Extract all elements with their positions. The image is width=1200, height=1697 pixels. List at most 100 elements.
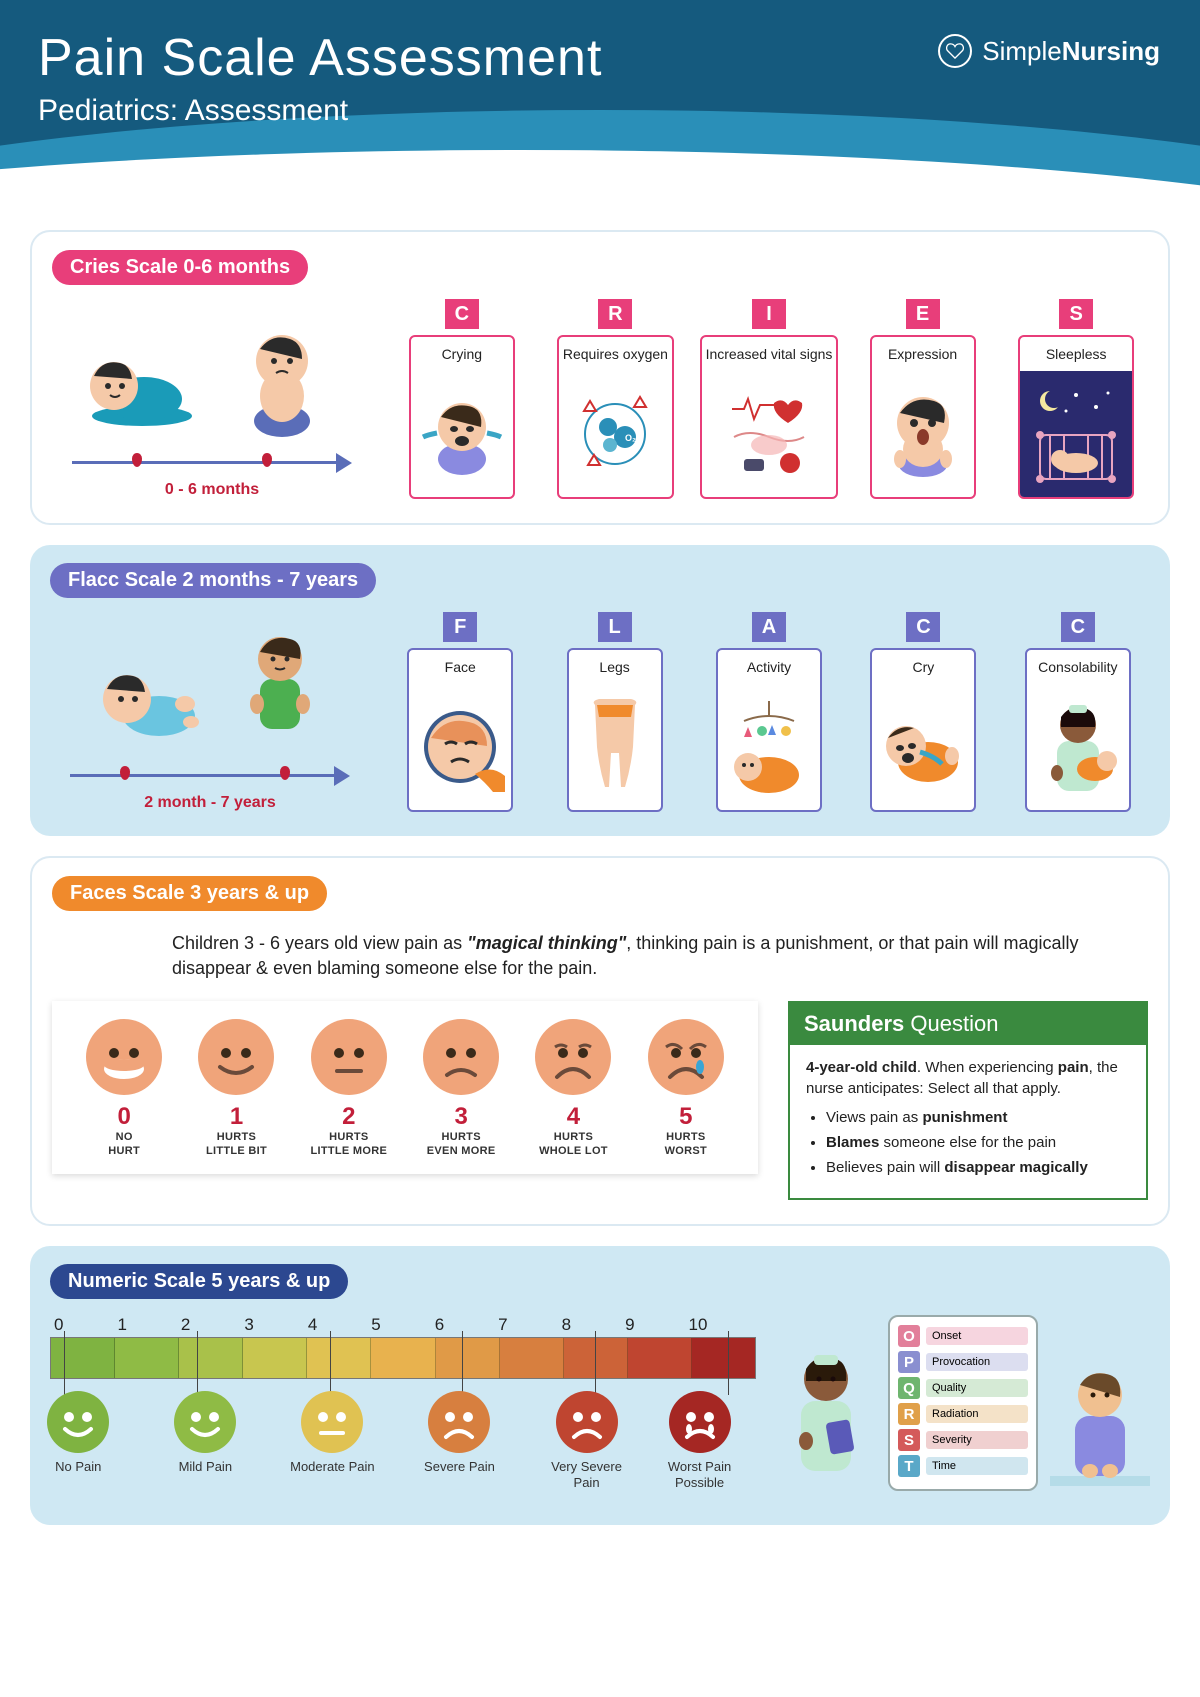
- opqrst-letter: T: [898, 1455, 920, 1477]
- numeric-face-item: Very Severe Pain: [542, 1391, 632, 1490]
- acro-label: Sleepless: [1042, 337, 1111, 371]
- numeric-side: O Onset P Provocation Q Quality R Radiation…: [776, 1315, 1150, 1491]
- saunders-bullet: Views pain as punishment: [826, 1107, 1130, 1128]
- numeric-face-label: Worst Pain Possible: [655, 1459, 745, 1490]
- face-scale-item: 4 HURTSWHOLE LOT: [521, 1019, 625, 1157]
- face-number: 4: [521, 1103, 625, 1131]
- numeric-segment: [179, 1338, 243, 1378]
- faces-badge: Faces Scale 3 years & up: [52, 876, 327, 911]
- acro-letter: I: [752, 299, 786, 329]
- content: Cries Scale 0-6 months: [0, 230, 1200, 1575]
- acro-letter: C: [445, 299, 479, 329]
- svg-text:O₂: O₂: [625, 433, 636, 443]
- acro-label: Expression: [884, 337, 961, 371]
- numeric-face-icon: [669, 1391, 731, 1453]
- face-number: 1: [184, 1103, 288, 1131]
- acro-letter: R: [598, 299, 632, 329]
- acro-label: Increased vital signs: [702, 337, 837, 371]
- numeric-card: Numeric Scale 5 years & up 012345678910 …: [30, 1246, 1170, 1525]
- face-label: NOHURT: [72, 1131, 176, 1157]
- opqrst-label: Radiation: [926, 1405, 1028, 1423]
- acro-illustration: O₂: [559, 371, 672, 497]
- saunders-body: 4-year-old child. When experiencing pain…: [790, 1045, 1146, 1198]
- opqrst-row: O Onset: [898, 1325, 1028, 1347]
- cries-card: Cries Scale 0-6 months: [30, 230, 1170, 525]
- opqrst-row: S Severity: [898, 1429, 1028, 1451]
- cries-item: E Expression: [851, 301, 995, 499]
- numeric-face-label: Moderate Pain: [287, 1459, 377, 1475]
- numeric-segment: [436, 1338, 500, 1378]
- cries-age-label: 0 - 6 months: [165, 481, 259, 499]
- numeric-tick: 5: [371, 1315, 434, 1335]
- numeric-tick: 6: [435, 1315, 498, 1335]
- numeric-scale: 012345678910 No Pain Mild Pain Moderate …: [50, 1315, 756, 1501]
- cries-illustration: 0 - 6 months: [52, 301, 372, 499]
- acro-letter: F: [443, 612, 477, 642]
- numeric-face-item: Mild Pain: [160, 1391, 250, 1475]
- acro-illustration: [411, 371, 513, 497]
- cries-item: I Increased vital signs: [697, 301, 841, 499]
- face-scale-item: 3 HURTSEVEN MORE: [409, 1019, 513, 1157]
- opqrst-row: R Radiation: [898, 1403, 1028, 1425]
- saunders-title: Saunders Question: [790, 1003, 1146, 1045]
- numeric-face-label: Mild Pain: [160, 1459, 250, 1475]
- acro-letter: A: [752, 612, 786, 642]
- acro-label: Legs: [595, 650, 633, 684]
- opqrst-label: Quality: [926, 1379, 1028, 1397]
- opqrst-row: T Time: [898, 1455, 1028, 1477]
- flacc-illustration: 2 month - 7 years: [50, 614, 370, 812]
- face-scale-item: 0 NOHURT: [72, 1019, 176, 1157]
- faces-card: Faces Scale 3 years & up Children 3 - 6 …: [30, 856, 1170, 1226]
- face-number: 0: [72, 1103, 176, 1131]
- numeric-face-icon: [47, 1391, 109, 1453]
- acro-illustration: [569, 684, 661, 810]
- numeric-face-icon: [174, 1391, 236, 1453]
- saunders-bullet: Believes pain will disappear magically: [826, 1157, 1130, 1178]
- opqrst-row: P Provocation: [898, 1351, 1028, 1373]
- acro-illustration: [1027, 684, 1129, 810]
- opqrst-letter: Q: [898, 1377, 920, 1399]
- opqrst-label: Severity: [926, 1431, 1028, 1449]
- brand-text-2: Nursing: [1062, 36, 1160, 66]
- age-arrow: [72, 449, 352, 477]
- heart-icon: [938, 34, 972, 68]
- numeric-tick: 0: [54, 1315, 117, 1335]
- acro-illustration: [702, 371, 837, 497]
- opqrst-label: Time: [926, 1457, 1028, 1475]
- numeric-segment: [692, 1338, 755, 1378]
- acro-letter: S: [1059, 299, 1093, 329]
- acro-label: Activity: [743, 650, 795, 684]
- flacc-card: Flacc Scale 2 months - 7 years: [30, 545, 1170, 836]
- brand-logo: SimpleNursing: [938, 34, 1160, 68]
- opqrst-letter: R: [898, 1403, 920, 1425]
- face-icon: [535, 1019, 611, 1095]
- numeric-face-label: Very Severe Pain: [542, 1459, 632, 1490]
- numeric-tick: 9: [625, 1315, 688, 1335]
- face-icon: [198, 1019, 274, 1095]
- flacc-item: F Face: [388, 614, 532, 812]
- acro-illustration: [409, 684, 511, 810]
- page-subtitle: Pediatrics: Assessment: [0, 88, 1200, 128]
- face-label: HURTSWHOLE LOT: [521, 1131, 625, 1157]
- numeric-face-label: No Pain: [33, 1459, 123, 1475]
- acro-illustration: [872, 684, 974, 810]
- numeric-segment: [628, 1338, 692, 1378]
- numeric-face-label: Severe Pain: [414, 1459, 504, 1475]
- flacc-item: L Legs: [542, 614, 686, 812]
- face-number: 2: [297, 1103, 401, 1131]
- nurse-icon: [776, 1341, 876, 1491]
- brand-text-1: Simple: [982, 36, 1061, 66]
- acro-illustration: [718, 684, 820, 810]
- face-icon: [86, 1019, 162, 1095]
- numeric-segment: [564, 1338, 628, 1378]
- cries-badge: Cries Scale 0-6 months: [52, 250, 308, 285]
- cries-item: C Crying: [390, 301, 534, 499]
- numeric-tick: 10: [689, 1315, 752, 1335]
- acro-letter: L: [598, 612, 632, 642]
- face-number: 5: [634, 1103, 738, 1131]
- face-icon: [648, 1019, 724, 1095]
- numeric-segment: [500, 1338, 564, 1378]
- numeric-face-icon: [556, 1391, 618, 1453]
- acro-illustration: [872, 371, 974, 497]
- patient-icon: [1050, 1361, 1150, 1491]
